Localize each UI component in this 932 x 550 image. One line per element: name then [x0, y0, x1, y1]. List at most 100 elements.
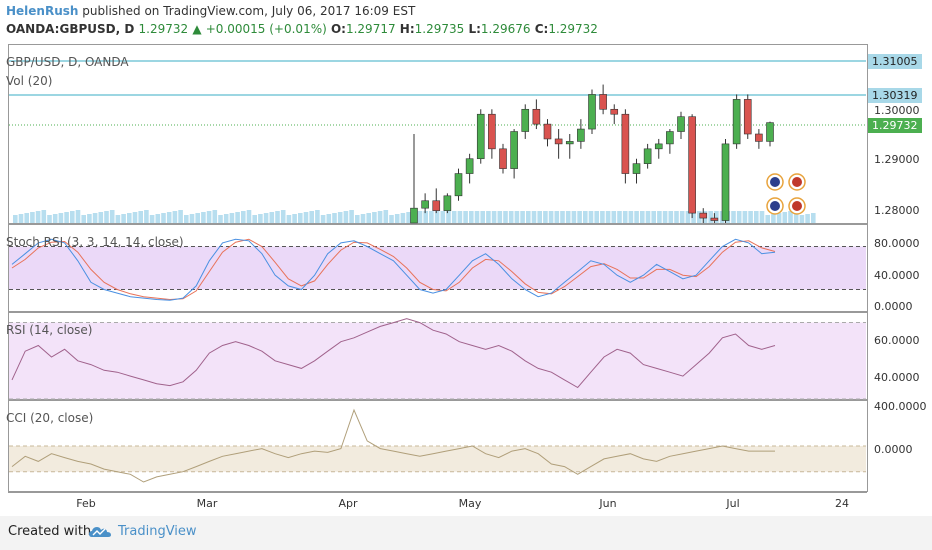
- volume-bar: [674, 211, 679, 223]
- y-tick-cci-400: 400.0000: [874, 400, 927, 413]
- volume-bar: [235, 212, 240, 223]
- volume-bar: [64, 212, 69, 223]
- volume-bar: [269, 212, 275, 223]
- volume-bar: [315, 210, 320, 223]
- volume-bar: [657, 211, 662, 223]
- volume-bar: [776, 213, 782, 223]
- volume-bar: [178, 210, 183, 223]
- volume-bar: [127, 213, 132, 223]
- volume-bar: [731, 211, 736, 223]
- candle-up: [732, 99, 741, 145]
- volume-bar: [377, 211, 383, 223]
- price-panel[interactable]: [8, 44, 867, 224]
- volume-bar: [172, 211, 178, 223]
- volume-bar: [583, 211, 588, 223]
- volume-bar: [149, 215, 155, 223]
- candle-down: [432, 200, 441, 211]
- volume-bar: [617, 211, 622, 223]
- volume-bar: [628, 211, 634, 223]
- price-axis[interactable]: [867, 44, 868, 492]
- price-box-last: 1.29732: [868, 118, 922, 133]
- volume-bar: [742, 211, 748, 223]
- candle-down: [543, 123, 552, 140]
- volume-bar: [292, 214, 297, 223]
- volume-bar: [144, 210, 149, 223]
- tradingview-link[interactable]: TradingView: [118, 524, 197, 539]
- volume-bar: [457, 211, 463, 223]
- publish-text: published on TradingView.com, July 06, 2…: [82, 4, 416, 18]
- cci-panel[interactable]: [8, 400, 867, 492]
- tradingview-logo-icon[interactable]: [88, 525, 112, 539]
- volume-bar: [372, 212, 377, 223]
- volume-bar: [782, 212, 788, 223]
- candle-up: [643, 148, 652, 164]
- candle-down: [621, 113, 630, 174]
- volume-bar: [47, 215, 52, 223]
- candle-down: [554, 138, 563, 145]
- candle-up: [766, 122, 774, 142]
- open-label: O:: [330, 22, 346, 36]
- volume-bar: [520, 211, 525, 223]
- y-tick-rsi-40: 40.0000: [874, 371, 920, 384]
- volume-bar: [417, 211, 423, 223]
- candle-down: [499, 148, 507, 169]
- stoch-d-line: [11, 238, 776, 301]
- volume-bar: [166, 212, 172, 223]
- volume-bar: [366, 213, 371, 223]
- volume-bar: [480, 211, 485, 223]
- publish-info: HelenRush published on TradingView.com, …: [6, 4, 415, 18]
- volume-bar: [611, 211, 617, 223]
- x-tick-apr: Apr: [338, 497, 358, 510]
- volume-bar: [212, 210, 218, 223]
- volume-bar: [98, 212, 104, 223]
- volume-bar: [189, 214, 195, 223]
- candle-up: [421, 200, 429, 209]
- volume-bar: [491, 211, 497, 223]
- price-change: +0.00015 (+0.01%): [205, 22, 327, 36]
- footer: Created with TradingView: [0, 516, 932, 550]
- volume-bar: [531, 211, 537, 223]
- volume-bar: [104, 211, 109, 223]
- ohlc-header: OANDA:GBPUSD, D 1.29732 ▲ +0.00015 (+0.0…: [6, 22, 598, 36]
- volume-bar: [298, 213, 303, 223]
- x-tick-mar: Mar: [196, 497, 218, 510]
- candle-up: [721, 143, 730, 221]
- stoch-panel-title: Stoch RSI (3, 3, 14, 14, close): [6, 235, 184, 249]
- volume-bar: [13, 215, 18, 223]
- volume-bar: [87, 214, 92, 223]
- volume-bar: [594, 211, 599, 223]
- y-tick-cci-0: 0.0000: [874, 443, 913, 456]
- volume-bar: [201, 212, 206, 223]
- volume-bar: [343, 211, 349, 223]
- x-tick-jul: Jul: [726, 497, 740, 510]
- volume-bar: [691, 211, 696, 223]
- volume-bar: [634, 211, 639, 223]
- volume-bar: [320, 215, 326, 223]
- volume-bar: [332, 213, 337, 223]
- volume-bar: [138, 211, 143, 223]
- price-panel-title: GBP/USD, D, OANDA: [6, 55, 129, 69]
- volume-bar: [184, 215, 189, 223]
- volume-bar: [474, 211, 480, 223]
- created-with-text: Created with: [8, 524, 92, 539]
- volume-bar: [263, 213, 269, 223]
- author-link[interactable]: HelenRush: [6, 4, 79, 18]
- volume-bar: [349, 210, 354, 223]
- volume-bar: [503, 211, 508, 223]
- y-tick-stoch-40: 40.0000: [874, 269, 920, 282]
- volume-bar: [286, 215, 292, 223]
- low-label: L:: [468, 22, 481, 36]
- vol-label: Vol (20): [6, 74, 53, 88]
- volume-bar: [662, 211, 668, 223]
- candle-up: [510, 131, 518, 169]
- volume-bar: [109, 210, 115, 223]
- volume-bar: [429, 211, 434, 223]
- cci-line: [11, 408, 775, 483]
- stoch-panel[interactable]: [8, 224, 867, 312]
- volume-bar: [526, 211, 531, 223]
- volume-bar: [668, 211, 674, 223]
- volume-bar: [423, 211, 428, 223]
- volume-bar: [121, 214, 126, 223]
- candle-down: [610, 108, 619, 115]
